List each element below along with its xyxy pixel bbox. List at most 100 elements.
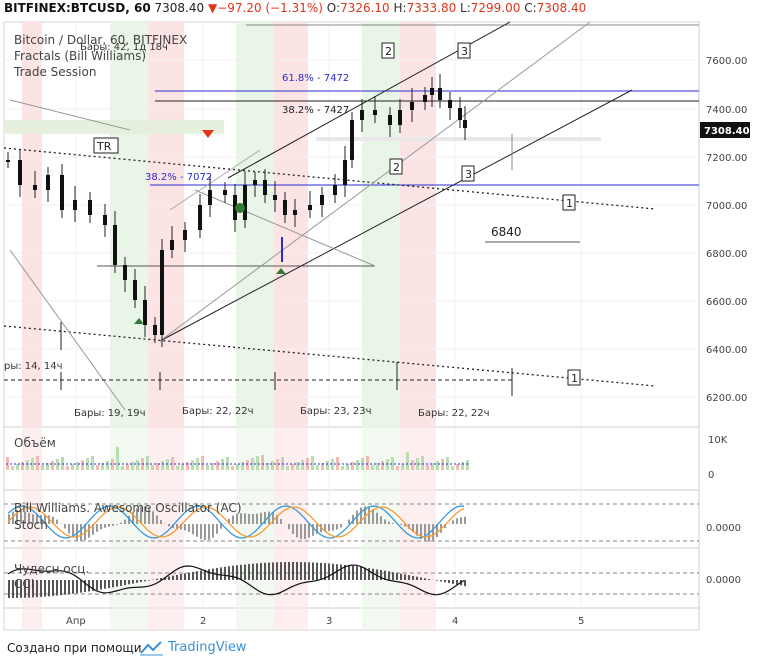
ac-bar <box>168 524 170 527</box>
ao-bar <box>108 580 110 589</box>
ao-bar <box>12 580 14 598</box>
ac-bar <box>28 513 30 524</box>
ao-bar <box>164 577 166 580</box>
ao-bar <box>392 572 394 580</box>
ac-bar <box>108 524 110 527</box>
candle-body <box>423 95 427 102</box>
ao-bar <box>296 562 298 580</box>
ao-bar <box>424 578 426 580</box>
ao-bar <box>48 580 50 597</box>
ao-bar <box>328 563 330 580</box>
ao-bar <box>16 580 18 598</box>
highlight-rect-2[interactable] <box>316 137 601 141</box>
ac-bar <box>44 515 46 524</box>
svg-text:7200.00: 7200.00 <box>706 153 747 164</box>
tr-box[interactable]: TR <box>93 137 119 154</box>
ao-bar <box>200 570 202 580</box>
candle-body <box>113 225 117 265</box>
ao-bar <box>412 575 414 580</box>
legend-session[interactable]: Trade Session <box>14 65 97 79</box>
price-change: −97.20 (−1.31%) <box>217 1 323 15</box>
ac-bar <box>304 524 306 540</box>
ac-bar <box>200 524 202 540</box>
volume-bar <box>451 466 454 470</box>
ac-bar <box>224 523 226 524</box>
ac-bar <box>52 516 54 524</box>
ao-bar <box>368 568 370 580</box>
volume-bar <box>186 462 189 470</box>
candle-body <box>46 175 50 190</box>
ac-bar <box>312 524 314 536</box>
ao-bar <box>180 574 182 580</box>
ao-bar <box>420 577 422 580</box>
last-price: 7308.40 <box>154 1 205 15</box>
ac-bar <box>268 511 270 524</box>
candle-body <box>283 200 287 215</box>
candle-body <box>123 265 127 280</box>
candlesticks[interactable] <box>6 74 467 347</box>
candle-body <box>308 205 312 210</box>
price-chart[interactable]: Бары: 42, 1д 18ч ры: 14, 14ч Бары: 19, 1… <box>0 0 762 634</box>
pivot-marker <box>235 203 245 213</box>
ao-bar <box>96 580 98 591</box>
tradingview-brand-link[interactable]: TradingView <box>168 640 247 655</box>
trendline-1-lower[interactable] <box>3 325 656 387</box>
ac-bar <box>300 524 302 540</box>
svg-text:1: 1 <box>566 197 573 210</box>
volume-label: Объём <box>14 436 56 450</box>
ao-bar <box>116 580 118 587</box>
ao-bar <box>272 562 274 580</box>
volume-bar <box>411 460 414 470</box>
volume-bar <box>331 459 334 470</box>
highlight-rect[interactable] <box>4 120 224 134</box>
legend-fractals[interactable]: Fractals (Bill Williams) <box>14 49 147 63</box>
candle-body <box>253 180 257 185</box>
symbol-title[interactable]: BITFINEX:BTCUSD, 60 <box>4 1 151 15</box>
candle-body <box>263 180 267 195</box>
chart-header: BITFINEX:BTCUSD, 60 7308.40 ▼−97.20 (−1.… <box>4 1 587 15</box>
channel-line-3-lower[interactable] <box>159 89 633 342</box>
ao-bar <box>364 567 366 580</box>
ac-bar <box>124 519 126 524</box>
ac-bar <box>432 524 434 541</box>
ao-bar <box>228 566 230 580</box>
channel-number-boxes[interactable]: 2 3 2 3 1 1 <box>381 42 581 386</box>
bars-3-label: Бары: 23, 23ч <box>300 406 372 417</box>
ao-bar <box>340 564 342 580</box>
volume-bar <box>396 466 399 470</box>
volume-bar <box>436 461 439 470</box>
open-value: 7326.10 <box>340 1 390 15</box>
time-axis[interactable]: Апр 2 3 4 5 <box>66 616 584 627</box>
candle-body <box>273 195 277 200</box>
ao-bar <box>224 566 226 580</box>
ac-bar <box>288 524 290 530</box>
ac-bar <box>464 516 466 524</box>
ac-bar <box>152 511 154 524</box>
ac-bar <box>456 518 458 524</box>
ao-bar <box>332 563 334 580</box>
ac-bar <box>408 524 410 529</box>
candle-body <box>33 185 37 190</box>
volume-bar <box>321 463 324 470</box>
ao-bar <box>140 580 142 582</box>
volume-bar <box>146 456 149 470</box>
ao-bar <box>252 563 254 580</box>
trendline-1-upper[interactable] <box>3 147 656 210</box>
candle-body <box>458 108 462 120</box>
ao-bar <box>220 567 222 580</box>
ac-bar <box>260 512 262 524</box>
ac-bar <box>276 514 278 524</box>
ac-bar <box>32 514 34 524</box>
price-axis[interactable]: 7600.00 7400.00 7200.00 7000.00 6800.00 … <box>706 56 747 404</box>
candle-body <box>410 102 414 110</box>
candle-body <box>183 230 187 240</box>
ac-bar <box>280 518 282 524</box>
legend-series[interactable]: Bitcoin / Dollar, 60, BITFINEX <box>14 33 188 47</box>
ao-bar <box>236 565 238 580</box>
ao-bar <box>120 580 122 586</box>
ac-tick: 0.0000 <box>706 523 741 534</box>
ao-bar <box>384 570 386 580</box>
channel-line-2[interactable] <box>159 21 591 342</box>
volume-tick-0: 0 <box>708 470 714 481</box>
ao-bar <box>452 580 454 584</box>
